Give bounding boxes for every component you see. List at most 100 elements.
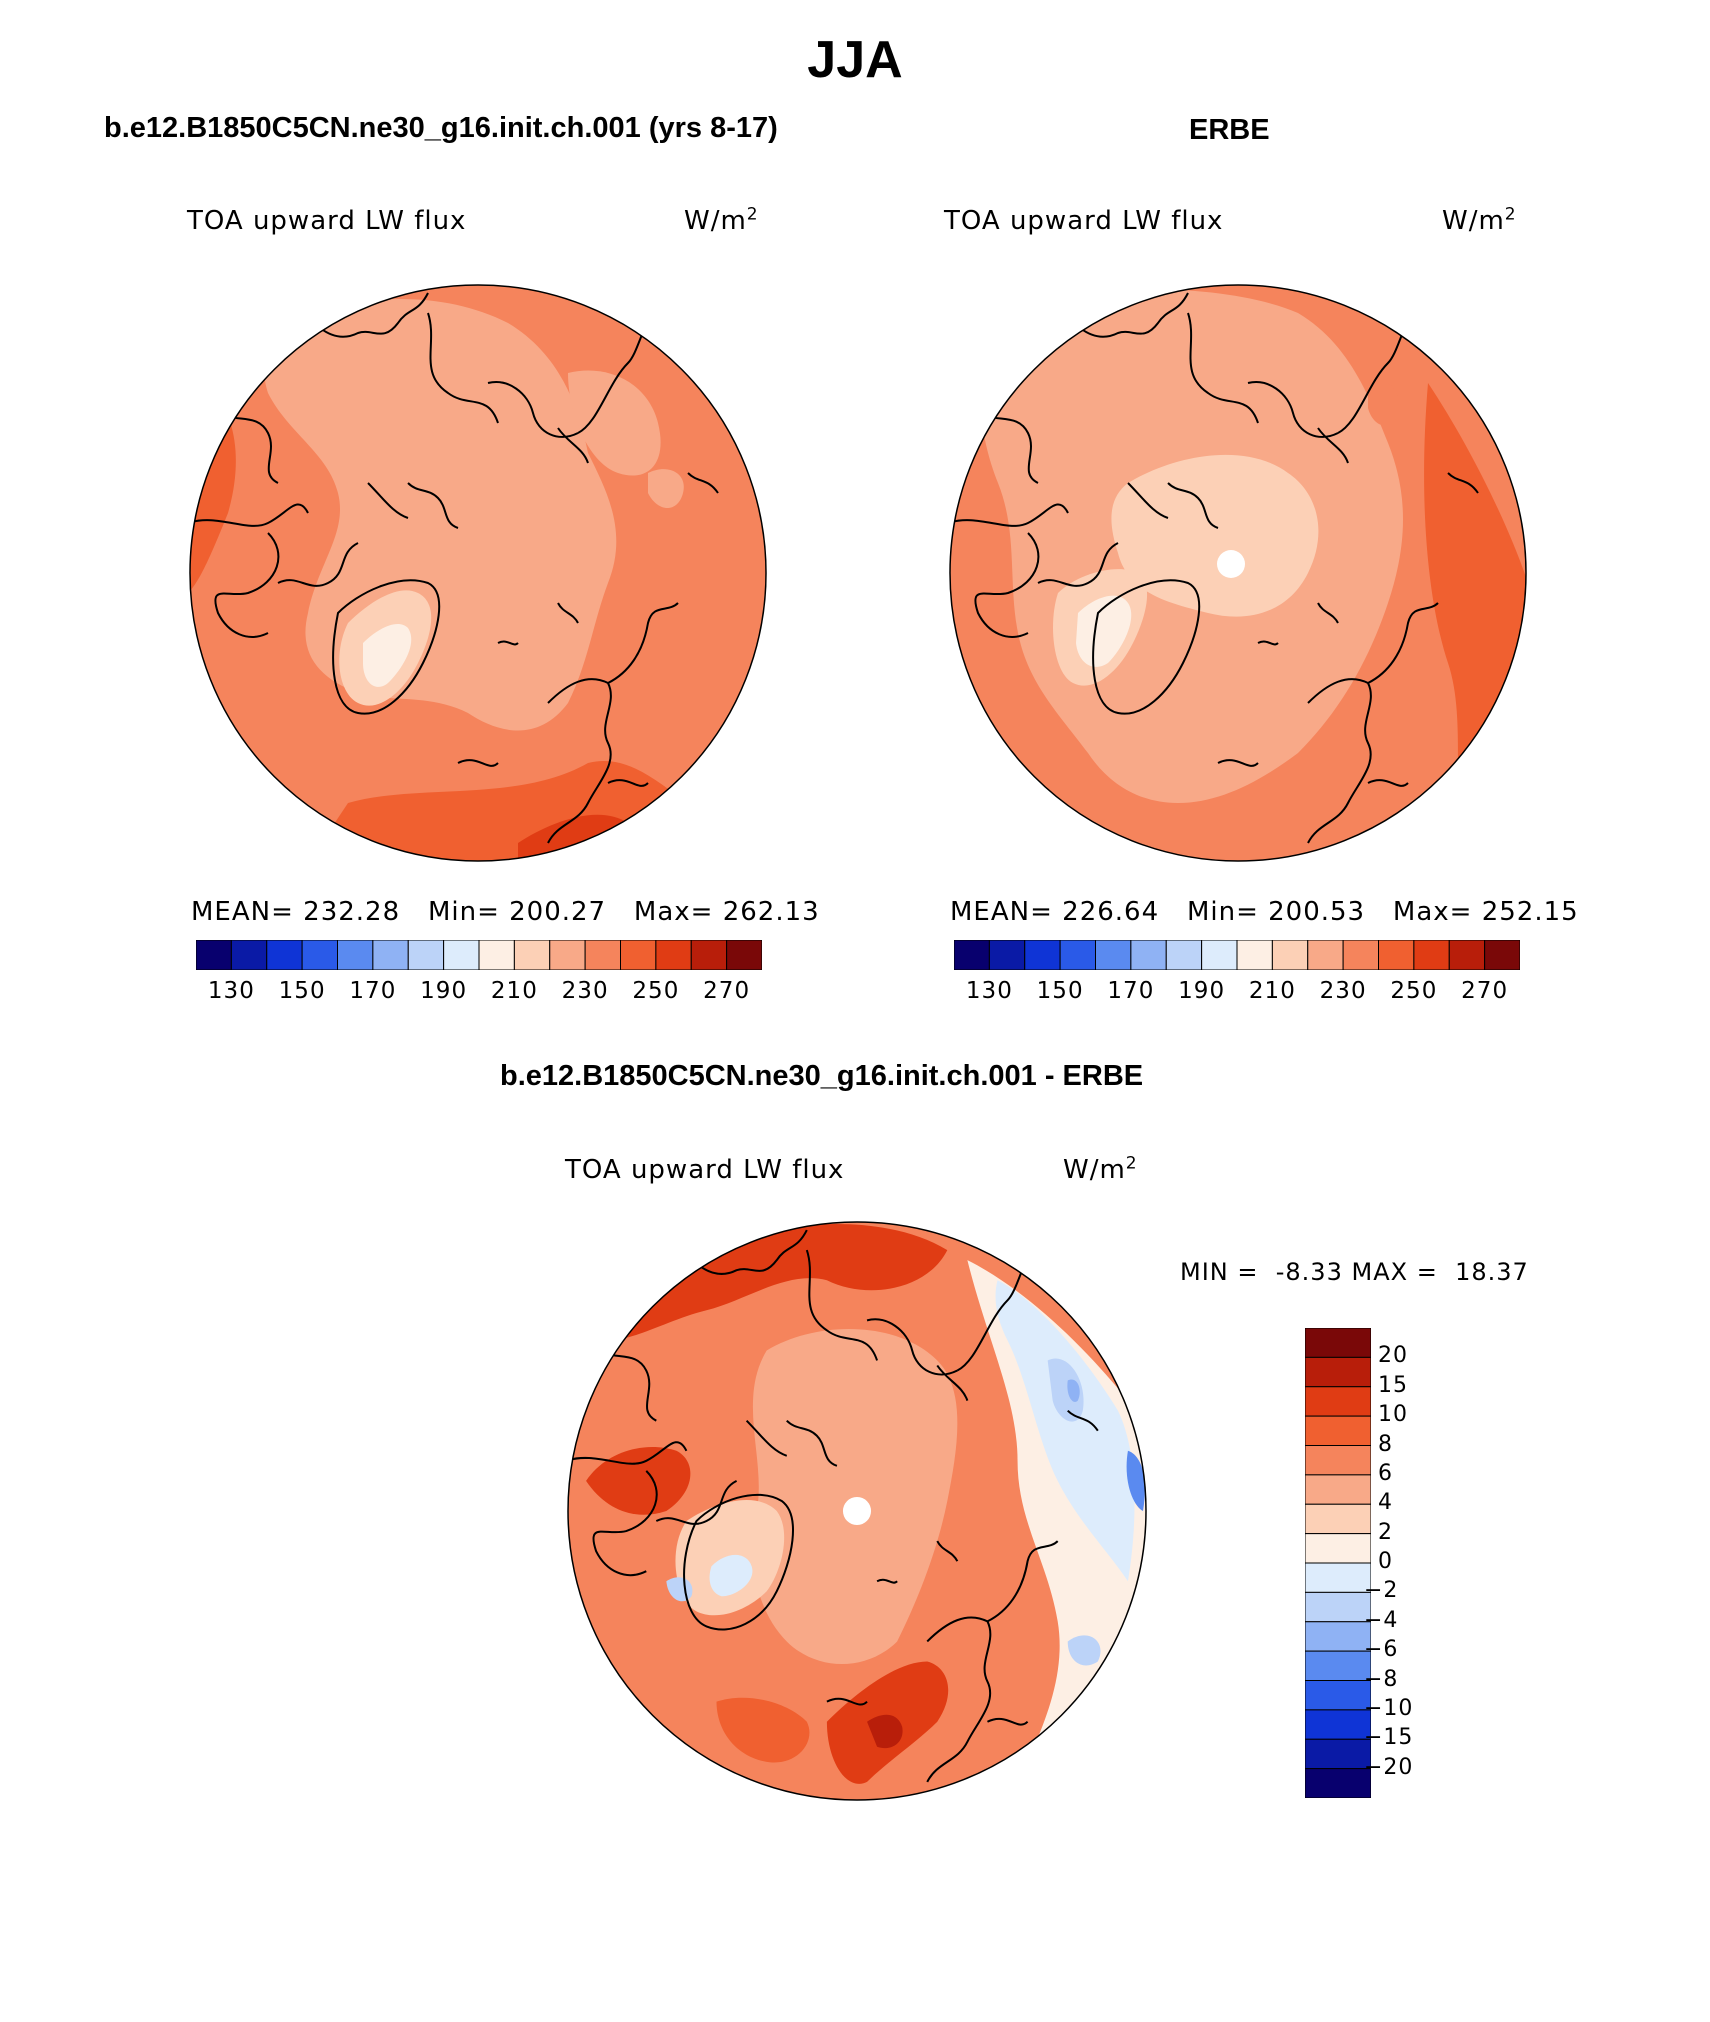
colorbar-swatch bbox=[513, 940, 551, 970]
colorbar-tick-label: 250 bbox=[632, 978, 680, 1004]
colorbar-tick-label: 130 bbox=[965, 978, 1013, 1004]
colorbar-swatch bbox=[337, 940, 374, 970]
colorbar-tick-label: −15 bbox=[1364, 1725, 1414, 1751]
model-polar-map bbox=[189, 284, 767, 862]
colorbar-swatch bbox=[1059, 940, 1096, 970]
coastlines bbox=[190, 292, 764, 844]
colorbar-swatch bbox=[407, 940, 445, 970]
colorbar-tick-label: 250 bbox=[1390, 978, 1438, 1004]
field-region-4-6 bbox=[752, 1328, 958, 1665]
field-region-neg4-neg2 bbox=[1067, 1635, 1101, 1666]
right-variable-label: TOA upward LW flux bbox=[944, 206, 1224, 236]
field-region-210-230 bbox=[648, 469, 684, 508]
colorbar-swatch bbox=[1305, 1680, 1371, 1711]
colorbar-swatch bbox=[1305, 1738, 1371, 1770]
colorbar-tick-label: 270 bbox=[1461, 978, 1509, 1004]
field-region-neg2-0 bbox=[995, 1280, 1135, 1582]
colorbar-swatch bbox=[726, 940, 762, 970]
model-colorbar bbox=[196, 940, 762, 970]
difference-min-max: MIN = -8.33 MAX = 18.37 bbox=[1180, 1258, 1529, 1286]
colorbar-swatch bbox=[1305, 1503, 1371, 1535]
colorbar-swatch bbox=[1342, 940, 1379, 970]
field-patch-8-10 bbox=[716, 1697, 810, 1763]
colorbar-tick-label: 150 bbox=[278, 978, 326, 1004]
colorbar-swatch bbox=[1378, 940, 1415, 970]
colorbar-swatch bbox=[1130, 940, 1167, 970]
colorbar-tick-label: 15 bbox=[1378, 1372, 1408, 1398]
difference-polar-map bbox=[567, 1221, 1147, 1801]
colorbar-swatch bbox=[1305, 1709, 1371, 1740]
field-region-190-210 bbox=[1111, 454, 1319, 617]
colorbar-tick-label: 210 bbox=[1248, 978, 1296, 1004]
left-variable-label: TOA upward LW flux bbox=[187, 206, 467, 236]
field-region-190-210-light bbox=[363, 623, 412, 687]
colorbar-tick-label: −8 bbox=[1364, 1666, 1399, 1692]
colorbar-swatch bbox=[1484, 940, 1520, 970]
colorbar-swatch bbox=[620, 940, 657, 970]
colorbar-swatch bbox=[1305, 1328, 1371, 1358]
colorbar-swatch bbox=[1305, 1386, 1371, 1417]
colorbar-swatch bbox=[1201, 940, 1238, 970]
pole-missing-data bbox=[1217, 550, 1245, 578]
colorbar-tick-label: 2 bbox=[1378, 1519, 1393, 1545]
colorbar-swatch bbox=[478, 940, 515, 970]
colorbar-tick-label: 230 bbox=[561, 978, 609, 1004]
colorbar-swatch bbox=[1095, 940, 1132, 970]
pole-missing-data bbox=[842, 1496, 872, 1526]
difference-header: b.e12.B1850C5CN.ne30_g16.init.ch.001 - E… bbox=[500, 1060, 1144, 1092]
colorbar-swatch bbox=[1305, 1533, 1371, 1564]
colorbar-swatch bbox=[1236, 940, 1273, 970]
colorbar-swatch bbox=[1271, 940, 1309, 970]
erbe-colorbar-labels: 130 150 170 190 210 230 250 270 bbox=[954, 978, 1520, 1008]
colorbar-tick-label: 170 bbox=[1107, 978, 1155, 1004]
colorbar-swatch bbox=[196, 940, 232, 970]
colorbar-swatch bbox=[372, 940, 409, 970]
right-stats: MEAN= 226.64 Min= 200.53 Max= 252.15 bbox=[950, 897, 1579, 927]
right-panel-header: ERBE bbox=[1189, 114, 1270, 146]
field-region-190-210-light bbox=[1076, 595, 1132, 667]
field-region-neg6-neg4 bbox=[1067, 1379, 1080, 1402]
colorbar-tick-label: −2 bbox=[1364, 1578, 1399, 1604]
colorbar-tick-label: 10 bbox=[1378, 1402, 1408, 1428]
colorbar-tick-label: 6 bbox=[1378, 1460, 1393, 1486]
right-units-label: W/m2 bbox=[1442, 204, 1517, 236]
difference-variable-label: TOA upward LW flux bbox=[565, 1155, 845, 1185]
colorbar-tick-label: 170 bbox=[349, 978, 397, 1004]
colorbar-swatch bbox=[549, 940, 586, 970]
colorbar-swatch bbox=[1448, 940, 1486, 970]
colorbar-tick-label: 210 bbox=[490, 978, 538, 1004]
colorbar-tick-label: 150 bbox=[1036, 978, 1084, 1004]
colorbar-swatch bbox=[1024, 940, 1061, 970]
colorbar-swatch bbox=[988, 940, 1026, 970]
colorbar-swatch bbox=[584, 940, 621, 970]
colorbar-swatch bbox=[1305, 1356, 1371, 1388]
colorbar-swatch bbox=[690, 940, 728, 970]
colorbar-swatch bbox=[1305, 1768, 1371, 1798]
colorbar-swatch bbox=[954, 940, 990, 970]
colorbar-swatch bbox=[1305, 1445, 1371, 1476]
colorbar-tick-label: 0 bbox=[1378, 1549, 1393, 1574]
colorbar-swatch bbox=[1305, 1621, 1371, 1652]
left-panel-header: b.e12.B1850C5CN.ne30_g16.init.ch.001 (yr… bbox=[104, 112, 778, 144]
colorbar-tick-label: −4 bbox=[1364, 1607, 1399, 1633]
field-region-neg8-neg6 bbox=[1126, 1450, 1145, 1511]
map-boundary bbox=[189, 284, 767, 862]
colorbar-tick-label: 230 bbox=[1319, 978, 1367, 1004]
colorbar-tick-label: −6 bbox=[1364, 1637, 1399, 1663]
field-patch-230-250 bbox=[1368, 380, 1399, 426]
colorbar-swatch bbox=[1305, 1415, 1371, 1446]
colorbar-tick-label: 190 bbox=[1178, 978, 1226, 1004]
colorbar-tick-label: 130 bbox=[207, 978, 255, 1004]
colorbar-tick-label: −10 bbox=[1364, 1695, 1414, 1721]
colorbar-swatch bbox=[1165, 940, 1203, 970]
colorbar-swatch bbox=[1305, 1650, 1371, 1681]
field-region-210-230 bbox=[568, 370, 661, 476]
colorbar-swatch bbox=[230, 940, 268, 970]
colorbar-tick-label: 4 bbox=[1378, 1490, 1393, 1516]
field-region-neg2-0 bbox=[709, 1554, 753, 1597]
colorbar-tick-label: 20 bbox=[1378, 1343, 1408, 1369]
colorbar-swatch bbox=[1305, 1591, 1371, 1623]
colorbar-tick-label: 190 bbox=[420, 978, 468, 1004]
colorbar-swatch bbox=[1305, 1474, 1371, 1505]
colorbar-swatch bbox=[1305, 1562, 1371, 1593]
